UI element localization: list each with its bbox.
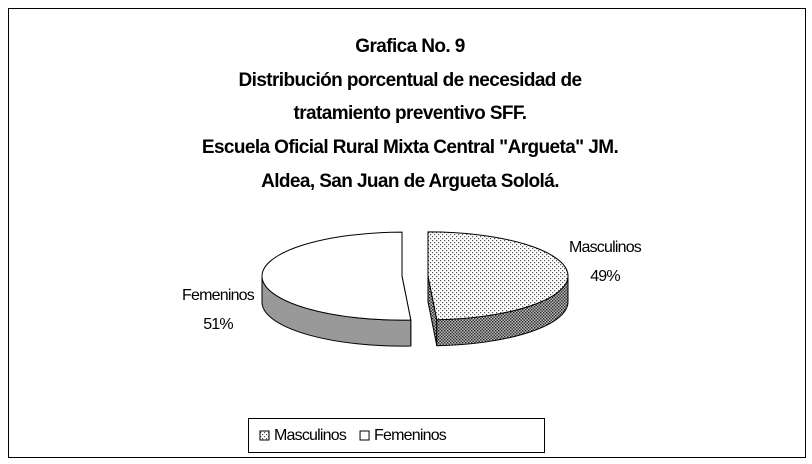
slice [261, 231, 412, 321]
legend-box [248, 418, 545, 453]
data-label-value: 49% [590, 268, 620, 285]
data-label-name: Masculinos [569, 239, 642, 256]
chart-title: Distribución porcentual de necesidad de [239, 70, 582, 91]
legend-label: Femeninos [374, 427, 447, 444]
chart-title: Grafica No. 9 [355, 36, 464, 57]
legend-swatch [359, 430, 370, 441]
data-label-value: 51% [203, 316, 233, 333]
data-label-name: Femeninos [182, 287, 255, 304]
chart-title: tratamiento preventivo SFF. [294, 103, 527, 124]
chart-title: Escuela Oficial Rural Mixta Central "Arg… [202, 137, 618, 158]
chart-frame [8, 8, 806, 458]
chart-title: Aldea, San Juan de Argueta Sololá. [261, 171, 559, 192]
legend-label: Masculinos [274, 427, 347, 444]
legend-swatch [259, 430, 270, 441]
slice [427, 231, 569, 321]
